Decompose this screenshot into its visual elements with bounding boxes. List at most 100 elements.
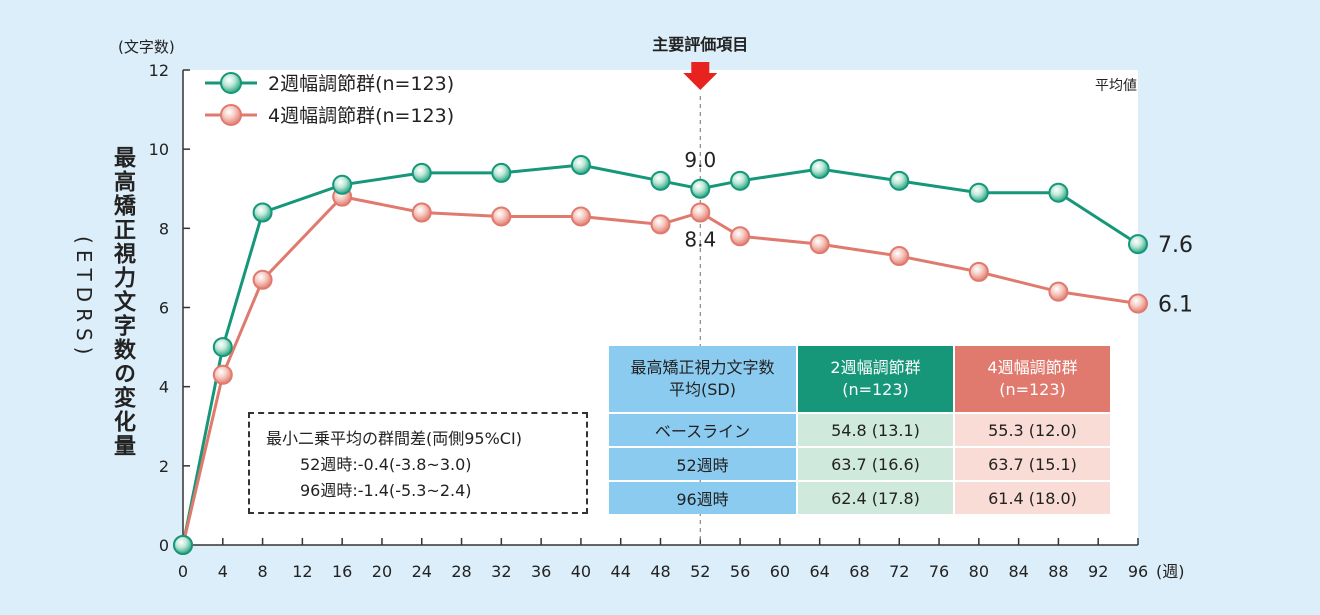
summary-header-group2-line2: (n=123) [842, 380, 909, 399]
data-point-series1 [1128, 234, 1148, 255]
x-tick-label: 64 [809, 562, 829, 581]
data-point-series2 [1048, 281, 1069, 302]
data-point-series2 [730, 226, 751, 247]
table-row: 52週時 63.7 (16.6) 63.7 (15.1) [609, 448, 1110, 480]
down-arrow-icon [683, 62, 718, 90]
x-tick-label: 40 [571, 562, 591, 581]
row-group2-value: 54.8 (13.1) [798, 414, 953, 446]
x-tick-label: 88 [1048, 562, 1068, 581]
table-row: 96週時 62.4 (17.8) 61.4 (18.0) [609, 482, 1110, 514]
data-point-series1 [173, 535, 193, 555]
data-point-series1 [650, 170, 671, 191]
data-point-series2 [968, 261, 989, 282]
y-tick-label: 2 [159, 457, 169, 476]
row-group4-value: 63.7 (15.1) [955, 448, 1110, 480]
x-tick-label: 4 [218, 562, 228, 581]
y-axis-unit: (文字数) [118, 38, 175, 56]
summary-header-label-line2: 平均(SD) [669, 380, 736, 399]
data-point-series2 [252, 269, 273, 290]
x-tick-label: 80 [969, 562, 989, 581]
row-label: 96週時 [609, 482, 796, 514]
primary-endpoint-label: 主要評価項目 [652, 35, 748, 54]
x-tick-label: 76 [929, 562, 949, 581]
x-tick-label: 60 [770, 562, 790, 581]
x-tick-label: 68 [849, 562, 869, 581]
y-tick-label: 10 [149, 140, 169, 159]
y-tick-label: 6 [159, 299, 169, 318]
data-point-series2 [809, 234, 830, 255]
value-label-series2-week52: 8.4 [684, 228, 716, 252]
data-point-series2 [690, 202, 711, 223]
x-tick-label: 72 [889, 562, 909, 581]
table-row: ベースライン 54.8 (13.1) 55.3 (12.0) [609, 414, 1110, 446]
summary-header-group4-line1: 4週幅調節群 [987, 358, 1078, 377]
legend-marker-2 [220, 104, 242, 126]
x-tick-label: 56 [730, 562, 750, 581]
row-group2-value: 63.7 (16.6) [798, 448, 953, 480]
data-point-series2 [491, 206, 512, 227]
value-label-series1-end: 7.6 [1158, 233, 1193, 258]
mean-note: 平均値 [1095, 78, 1137, 94]
row-label: 52週時 [609, 448, 796, 480]
x-tick-label: 0 [178, 562, 188, 581]
summary-header-label-line1: 最高矯正視力文字数 [630, 358, 775, 377]
x-tick-label: 24 [412, 562, 432, 581]
x-tick-label: 12 [292, 562, 312, 581]
y-tick-label: 0 [159, 536, 169, 555]
x-tick-label: 20 [372, 562, 392, 581]
row-label: ベースライン [609, 414, 796, 446]
y-axis-title: 最高矯正視力文字数の変化量 (ETDRS) [70, 140, 135, 500]
x-tick-label: 92 [1088, 562, 1108, 581]
x-tick-label: 32 [491, 562, 511, 581]
x-tick-label: 16 [332, 562, 352, 581]
x-tick-label: 48 [650, 562, 670, 581]
value-label-series1-week52: 9.0 [684, 148, 716, 172]
row-group4-value: 61.4 (18.0) [955, 482, 1110, 514]
data-point-series1 [889, 170, 910, 191]
value-label-series2-end: 6.1 [1158, 293, 1193, 318]
summary-header-group4-line2: (n=123) [999, 380, 1066, 399]
summary-header-group4: 4週幅調節群 (n=123) [955, 346, 1110, 412]
group-difference-week96: 96週時:-1.4(-5.3~2.4) [300, 481, 472, 500]
data-point-series1 [252, 202, 273, 223]
data-point-series1 [332, 174, 353, 195]
data-point-series2 [1128, 293, 1148, 314]
legend-label-2: 4週幅調節群(n=123) [268, 105, 454, 127]
data-point-series1 [809, 158, 830, 179]
x-tick-label: 36 [531, 562, 551, 581]
row-group2-value: 62.4 (17.8) [798, 482, 953, 514]
data-point-series1 [491, 162, 512, 183]
x-tick-label: 44 [611, 562, 631, 581]
data-point-series2 [889, 246, 910, 267]
data-point-series2 [212, 364, 233, 385]
y-tick-label: 8 [159, 219, 169, 238]
legend-marker-1 [220, 72, 242, 94]
data-point-series1 [1048, 182, 1069, 203]
x-tick-label: 52 [690, 562, 710, 581]
x-tick-label: 96 [1128, 562, 1148, 581]
data-point-series1 [570, 155, 591, 175]
legend-label-1: 2週幅調節群(n=123) [268, 73, 454, 95]
data-point-series1 [968, 182, 989, 203]
y-axis-title-sub: (ETDRS) [72, 236, 96, 361]
y-tick-label: 12 [149, 61, 169, 80]
x-tick-label: 84 [1008, 562, 1028, 581]
data-point-series1 [690, 178, 711, 199]
data-point-series2 [650, 214, 671, 235]
row-group4-value: 55.3 (12.0) [955, 414, 1110, 446]
data-point-series2 [411, 202, 432, 223]
y-axis-title-sub-text: ETDRS [72, 249, 96, 347]
group-difference-box: 最小二乗平均の群間差(両側95%CI) 52週時:-0.4(-3.8~3.0) … [248, 412, 588, 514]
data-point-series1 [411, 162, 432, 183]
data-point-series2 [570, 206, 591, 227]
y-axis-title-main: 最高矯正視力文字数の変化量 [110, 146, 135, 458]
x-axis-unit: (週) [1156, 562, 1185, 581]
group-difference-title: 最小二乗平均の群間差(両側95%CI) [266, 429, 522, 448]
data-point-series1 [730, 170, 751, 191]
summary-header-group2-line1: 2週幅調節群 [830, 358, 921, 377]
y-tick-label: 4 [159, 378, 169, 397]
summary-table-header: 最高矯正視力文字数 平均(SD) 2週幅調節群 (n=123) 4週幅調節群 (… [609, 346, 1110, 412]
summary-table: 最高矯正視力文字数 平均(SD) 2週幅調節群 (n=123) 4週幅調節群 (… [607, 344, 1112, 516]
